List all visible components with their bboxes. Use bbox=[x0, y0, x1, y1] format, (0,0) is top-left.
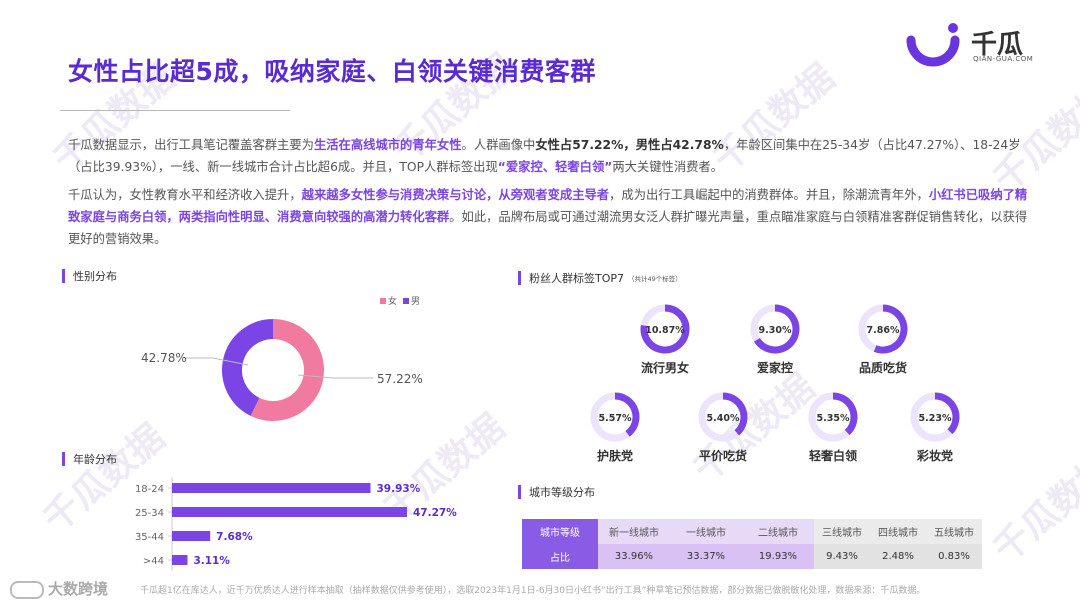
tag-percent-label: 5.35% bbox=[817, 413, 850, 424]
tag-name-label: 品质吃货 bbox=[859, 360, 907, 375]
city-table-header-row: 城市等级 新一线城市 一线城市 二线城市 三线城市 四线城市 五线城市 bbox=[522, 519, 982, 544]
age-section-header: 年龄分布 bbox=[62, 451, 117, 467]
tag-ring-fill bbox=[640, 304, 690, 354]
city-col-header: 四线城市 bbox=[870, 519, 926, 544]
tag-ring-fill bbox=[722, 392, 748, 436]
tag-name-label: 流行男女 bbox=[641, 360, 689, 375]
tag-name-label: 护肤党 bbox=[597, 448, 633, 463]
tag-percent-label: 5.57% bbox=[599, 413, 632, 424]
legend-label-female: 女 bbox=[388, 297, 398, 307]
age-bar-chart: 18-24 39.93% 25-34 47.27% 35-44 7.68% >44 3.11% bbox=[135, 477, 457, 571]
city-table-value-row: 占比 33.96% 33.37% 19.93% 9.43% 2.48% 0.83… bbox=[522, 544, 982, 569]
legend-swatch-female bbox=[380, 297, 386, 304]
badge-icon bbox=[10, 580, 44, 599]
city-col-header: 一线城市 bbox=[670, 519, 742, 544]
city-value-cell: 33.37% bbox=[670, 544, 742, 569]
logo-subtitle: QIAN-GUA.COM bbox=[973, 55, 1034, 63]
tags-ring-chart: 10.87% 流行男女 9.30% 爱家控 7.86% 品质吃货 5.57% 护肤党 5.40%… bbox=[590, 304, 960, 463]
age-bar bbox=[172, 483, 371, 493]
tag-name-label: 平价吃货 bbox=[699, 448, 747, 463]
intro-paragraph-1: 千瓜数据显示，出行工具笔记覆盖客群主要为生活在高线城市的青年女性。人群画像中女性… bbox=[68, 138, 1021, 174]
city-value-cell: 33.96% bbox=[598, 544, 670, 569]
page-title: 女性占比超5成，吸纳家庭、白领关键消费客群 bbox=[68, 57, 596, 86]
logo-icon bbox=[906, 23, 960, 67]
age-tick-label: 18-24 bbox=[135, 484, 164, 495]
legend-label-male: 男 bbox=[411, 297, 421, 307]
city-col-header: 新一线城市 bbox=[598, 519, 670, 544]
tags-section-header: 粉丝人群标签TOP7 （共计49个标签） bbox=[518, 270, 682, 286]
age-tick-label: 25-34 bbox=[135, 508, 164, 519]
footer-badge: 大数跨境 bbox=[10, 578, 108, 599]
gender-legend: 女 男 bbox=[374, 294, 420, 307]
intro-paragraph-2: 千瓜认为，女性教育水平和经济收入提升，越来越多女性参与消费决策与讨论，从旁观者变… bbox=[68, 188, 1028, 246]
age-tick-label: 35-44 bbox=[135, 532, 164, 543]
title-divider bbox=[60, 110, 290, 111]
city-table-header-label: 城市等级 bbox=[522, 519, 598, 544]
city-value-cell: 9.43% bbox=[814, 544, 870, 569]
tag-ring-fill bbox=[753, 304, 800, 354]
age-bar-label: 7.68% bbox=[216, 531, 253, 543]
age-tick-label: >44 bbox=[143, 556, 164, 567]
tag-ring-fill bbox=[614, 392, 640, 437]
tag-name-label: 轻奢白领 bbox=[809, 448, 857, 463]
city-col-header: 五线城市 bbox=[926, 519, 982, 544]
age-section-title: 年龄分布 bbox=[73, 453, 117, 466]
logo: 千瓜 QIAN-GUA.COM bbox=[905, 22, 1045, 68]
tag-name-label: 爱家控 bbox=[757, 360, 793, 375]
tag-ring-fill bbox=[832, 392, 858, 436]
age-bar bbox=[172, 531, 211, 541]
gender-section-title: 性别分布 bbox=[73, 270, 117, 283]
tags-section-note: （共计49个标签） bbox=[628, 275, 682, 283]
footer-badge-label: 大数跨境 bbox=[48, 580, 109, 598]
donut-slice bbox=[250, 319, 324, 421]
tag-name-label: 彩妆党 bbox=[916, 448, 953, 463]
tag-percent-label: 5.23% bbox=[919, 413, 952, 424]
donut-leader-line bbox=[297, 374, 373, 379]
tag-percent-label: 9.30% bbox=[759, 325, 792, 336]
tag-ring-fill bbox=[934, 392, 960, 435]
tag-percent-label: 10.87% bbox=[645, 325, 685, 336]
legend-swatch-male bbox=[403, 297, 410, 304]
tag-ring-fill bbox=[873, 304, 908, 354]
donut-slice-label: 57.22% bbox=[377, 372, 423, 386]
age-bar-label: 3.11% bbox=[193, 555, 230, 567]
city-section-title: 城市等级分布 bbox=[529, 486, 595, 499]
donut-leader-line bbox=[185, 357, 249, 366]
city-table-row-label: 占比 bbox=[522, 544, 598, 569]
footer-source-note: 千瓜超1亿在库达人，近千万优质达人进行样本抽取（抽样数据仅供参考使用），选取20… bbox=[140, 586, 926, 596]
city-value-cell: 19.93% bbox=[742, 544, 814, 569]
age-bar-label: 47.27% bbox=[413, 507, 457, 519]
city-tier-table: 城市等级 新一线城市 一线城市 二线城市 三线城市 四线城市 五线城市 占比 3… bbox=[522, 519, 982, 569]
city-section-header: 城市等级分布 bbox=[518, 484, 595, 500]
tag-percent-label: 5.40% bbox=[707, 413, 740, 424]
age-bar bbox=[172, 555, 188, 565]
logo-name: 千瓜 bbox=[971, 30, 1024, 60]
tags-section-title: 粉丝人群标签TOP7 bbox=[529, 272, 625, 285]
donut-slice-label: 42.78% bbox=[141, 351, 187, 365]
city-col-header: 二线城市 bbox=[742, 519, 814, 544]
city-value-cell: 2.48% bbox=[870, 544, 926, 569]
age-bar-label: 39.93% bbox=[377, 483, 421, 495]
gender-donut-chart: 57.22% 42.78% bbox=[141, 319, 423, 421]
gender-section-header: 性别分布 bbox=[62, 268, 117, 284]
city-value-cell: 0.83% bbox=[926, 544, 982, 569]
age-bar bbox=[172, 507, 407, 517]
tag-percent-label: 7.86% bbox=[867, 325, 900, 336]
city-col-header: 三线城市 bbox=[814, 519, 870, 544]
donut-slice bbox=[222, 319, 274, 416]
